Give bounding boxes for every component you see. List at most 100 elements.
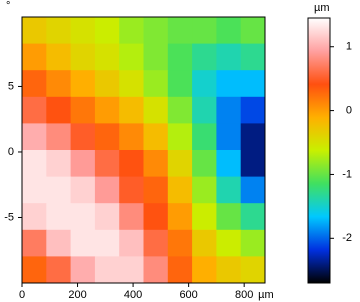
heat-cell xyxy=(46,256,72,284)
heat-cell xyxy=(216,150,242,178)
heat-cell xyxy=(143,96,169,124)
heat-cell xyxy=(119,123,144,151)
colorbar-tick-label: 1 xyxy=(346,41,352,53)
colorbar-tick-label: -2 xyxy=(342,232,352,244)
heat-cell xyxy=(119,150,144,178)
heat-cell xyxy=(46,96,72,124)
heat-cell xyxy=(70,70,96,98)
heat-cell xyxy=(167,123,193,151)
heat-cell xyxy=(70,96,96,124)
heat-cell xyxy=(240,70,266,98)
heat-cell xyxy=(240,176,266,204)
heat-cell xyxy=(167,96,193,124)
heat-cell xyxy=(240,43,266,71)
heat-cell xyxy=(70,150,96,178)
heat-cell xyxy=(216,96,242,124)
heat-cell xyxy=(167,70,193,98)
heat-cell xyxy=(192,96,217,124)
heat-cell xyxy=(143,150,169,178)
heat-cell xyxy=(143,229,169,257)
heat-cell xyxy=(70,17,96,45)
heat-cell xyxy=(22,229,47,257)
heat-cell xyxy=(192,150,217,178)
heat-cell xyxy=(167,43,193,71)
heat-cell xyxy=(119,176,144,204)
heat-cell xyxy=(119,43,144,71)
heat-cell xyxy=(216,203,242,231)
heat-cell xyxy=(22,256,47,284)
heat-cell xyxy=(22,203,47,231)
heat-cell xyxy=(192,256,217,284)
heat-cell xyxy=(94,150,120,178)
heat-cell xyxy=(70,256,96,284)
heat-cell xyxy=(94,70,120,98)
heat-cell xyxy=(192,229,217,257)
heat-cell xyxy=(240,150,266,178)
heat-cell xyxy=(216,43,242,71)
heat-cell xyxy=(22,96,47,124)
heat-cell xyxy=(216,176,242,204)
heat-cell xyxy=(70,123,96,151)
heat-cell xyxy=(216,123,242,151)
heat-cell xyxy=(167,176,193,204)
heat-cell xyxy=(143,123,169,151)
heat-cell xyxy=(143,256,169,284)
x-unit: µm xyxy=(258,289,274,301)
heat-cell xyxy=(94,43,120,71)
heat-cell xyxy=(119,96,144,124)
heat-cell xyxy=(240,17,266,45)
heat-cell xyxy=(46,43,72,71)
heat-cell xyxy=(22,123,47,151)
heat-cell xyxy=(70,43,96,71)
colorbar-tick-label: 0 xyxy=(346,104,352,116)
colorbar-tick-label: -1 xyxy=(342,168,352,180)
heat-cell xyxy=(94,96,120,124)
heat-cell xyxy=(94,17,120,45)
heat-cell xyxy=(240,256,266,284)
heat-cell xyxy=(143,176,169,204)
heat-cell xyxy=(22,150,47,178)
heat-cell xyxy=(119,70,144,98)
heat-cell xyxy=(22,70,47,98)
x-tick-label: 200 xyxy=(68,289,86,301)
heat-cell xyxy=(46,176,72,204)
heat-cell xyxy=(143,17,169,45)
x-tick-label: 600 xyxy=(179,289,197,301)
heat-cell xyxy=(216,70,242,98)
heat-cell xyxy=(22,17,47,45)
heat-cell xyxy=(119,229,144,257)
heat-cell xyxy=(119,203,144,231)
heat-cell xyxy=(119,256,144,284)
heat-cell xyxy=(143,43,169,71)
heat-cell xyxy=(22,43,47,71)
heat-cell xyxy=(216,256,242,284)
y-tick-label: 5 xyxy=(8,80,14,92)
heat-cell xyxy=(192,123,217,151)
heat-cell xyxy=(240,229,266,257)
x-tick-label: 800 xyxy=(235,289,253,301)
heat-cell xyxy=(192,70,217,98)
heat-cell xyxy=(94,256,120,284)
plot-frame xyxy=(21,16,266,284)
heat-cell xyxy=(167,256,193,284)
heat-cell xyxy=(240,123,266,151)
colorbar xyxy=(307,17,331,284)
heat-cell xyxy=(22,176,47,204)
heat-cell xyxy=(94,203,120,231)
heat-cell xyxy=(70,229,96,257)
heat-cell xyxy=(46,17,72,45)
heat-cell xyxy=(192,17,217,45)
heat-cell xyxy=(192,203,217,231)
heat-cell xyxy=(143,70,169,98)
heat-cell xyxy=(240,96,266,124)
x-tick-label: 0 xyxy=(19,289,25,301)
heat-cell xyxy=(192,43,217,71)
heat-cell xyxy=(46,203,72,231)
heat-cell xyxy=(119,17,144,45)
x-tick-label: 400 xyxy=(124,289,142,301)
heat-cell xyxy=(216,229,242,257)
heat-cell xyxy=(216,17,242,45)
y-unit: ° xyxy=(6,0,10,12)
heat-cell xyxy=(46,150,72,178)
